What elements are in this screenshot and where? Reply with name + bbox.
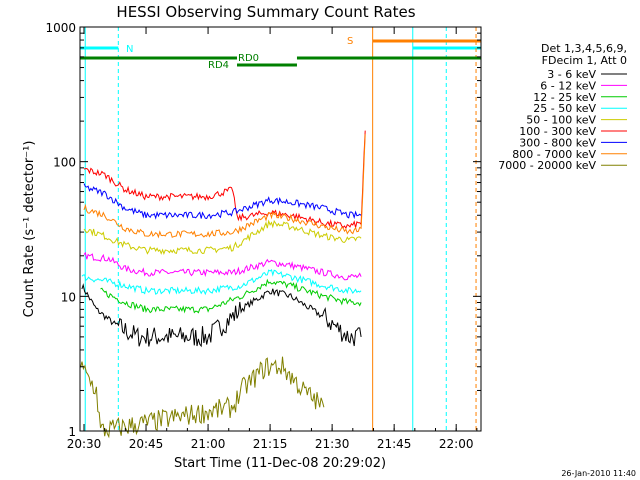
x-tick-label: 20:30	[67, 437, 102, 451]
series-line-2	[100, 278, 362, 314]
series-line-3	[81, 269, 362, 296]
y-axis: 1 10 100 1000	[45, 21, 481, 439]
plot-timestamp: 26-Jan-2010 11:40	[561, 469, 636, 478]
legend-header-line-2: FDecim 1, Att 0	[542, 54, 627, 67]
legend-header-line-1: Det 1,3,4,5,6,9,	[541, 42, 627, 55]
x-tick-label: 20:45	[129, 437, 164, 451]
flag-label-rd4: RD4	[208, 60, 229, 71]
legend: Det 1,3,4,5,6,9, FDecim 1, Att 0 3 - 6 k…	[498, 42, 627, 172]
y-axis-label: Count Rate (s⁻¹ detector⁻¹)	[22, 141, 37, 318]
series-line-7	[83, 134, 366, 239]
y-tick-label: 1	[68, 425, 76, 439]
legend-label: 12 - 25 keV	[533, 91, 596, 104]
plot-area: N S RD0 RD4	[80, 27, 481, 439]
x-tick-label: 21:15	[253, 437, 288, 451]
x-tick-label: 22:00	[439, 437, 474, 451]
legend-label: 7000 - 20000 keV	[498, 159, 596, 172]
series-line-5	[83, 130, 366, 230]
flag-label-s: S	[347, 36, 353, 47]
x-tick-label: 21:30	[315, 437, 350, 451]
legend-label: 800 - 7000 keV	[512, 148, 596, 161]
x-axis: 20:30 20:45 21:00 21:15 21:30 21:45 22:00	[67, 27, 478, 451]
x-tick-label: 21:45	[377, 437, 412, 451]
series-line-4	[83, 219, 362, 256]
legend-label: 100 - 300 keV	[519, 125, 596, 138]
y-tick-label: 10	[61, 290, 76, 304]
series-line-8	[80, 356, 325, 439]
y-tick-label: 100	[53, 156, 76, 170]
legend-label: 3 - 6 keV	[547, 68, 596, 81]
x-axis-label: Start Time (11-Dec-08 20:29:02)	[174, 456, 386, 471]
flag-label-n: N	[126, 44, 133, 55]
y-tick-label: 1000	[45, 21, 76, 35]
series-line-6	[83, 183, 362, 220]
legend-label: 25 - 50 keV	[533, 102, 596, 115]
series-line-0	[81, 283, 362, 348]
legend-label: 6 - 12 keV	[540, 79, 596, 92]
legend-label: 300 - 800 keV	[519, 136, 596, 149]
plot-frame	[79, 26, 482, 432]
series-line-1	[83, 251, 362, 281]
chart-title: HESSI Observing Summary Count Rates	[116, 3, 415, 21]
flag-label-rd0: RD0	[238, 53, 259, 64]
x-tick-label: 21:00	[191, 437, 226, 451]
legend-label: 50 - 100 keV	[526, 114, 596, 127]
